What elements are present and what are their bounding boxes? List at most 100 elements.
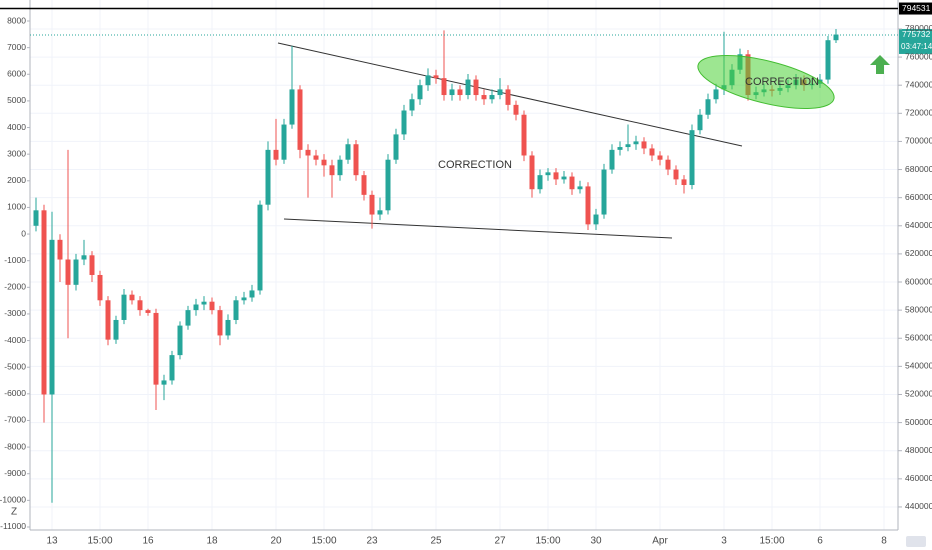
candle-body [409, 99, 415, 111]
y2-tick-label: 6000 [7, 69, 26, 79]
candle-body [201, 301, 207, 305]
candles [33, 28, 839, 503]
x-tick-label: 15:00 [535, 536, 560, 547]
candle-body [265, 149, 271, 205]
y-tick-label: 520000 [905, 389, 932, 399]
candle-body [289, 89, 295, 125]
candle-body [145, 310, 151, 313]
candle-body [825, 40, 831, 80]
scale-mode[interactable]: Z [11, 507, 17, 518]
annotation: CORRECTION [745, 76, 819, 88]
candle-body [481, 95, 487, 100]
x-tick-label: 16 [142, 536, 154, 547]
candle-body [57, 239, 63, 260]
candle-body [305, 149, 311, 156]
candle-body [713, 89, 719, 100]
y2-tick-label: -4000 [4, 335, 26, 345]
x-tick-label: 13 [46, 536, 58, 547]
price-line-tag [899, 2, 932, 15]
last-price-label: 775732 [902, 29, 931, 39]
candle-body [97, 274, 103, 301]
candle-body [225, 319, 231, 336]
y2-tick-label: 2000 [7, 175, 26, 185]
candle-body [113, 319, 119, 340]
candle-body [233, 300, 239, 320]
candle-body [529, 155, 535, 190]
candle-body [369, 194, 375, 215]
x-tick-label: Apr [652, 536, 668, 547]
candle-body [705, 99, 711, 115]
candle-body [249, 290, 255, 298]
y-tick-label: 660000 [905, 192, 932, 202]
candle-body [41, 210, 47, 395]
candle-body [273, 149, 279, 160]
last-price-tag [899, 28, 932, 54]
candle-body [329, 165, 335, 176]
candle-body [673, 169, 679, 180]
y2-tick-label: -9000 [4, 468, 26, 478]
candle-body [585, 186, 591, 225]
y2-tick-label: -1000 [4, 255, 26, 265]
candle-body [161, 380, 167, 385]
y-tick-label: 760000 [905, 51, 932, 61]
candle-body [49, 239, 55, 395]
candle-body [697, 114, 703, 131]
y2-tick-label: -2000 [4, 282, 26, 292]
candle-body [185, 310, 191, 326]
y2-tick-label: -7000 [4, 415, 26, 425]
x-tick-label: 23 [366, 536, 378, 547]
candle-body [65, 259, 71, 285]
y-tick-label: 700000 [905, 136, 932, 146]
y2-tick-label: -5000 [4, 361, 26, 371]
candle-body [681, 179, 687, 186]
y2-tick-label: -3000 [4, 308, 26, 318]
candle-body [321, 159, 327, 166]
candle-body [593, 214, 599, 225]
x-tick-label: 25 [430, 536, 442, 547]
candle-body [473, 79, 479, 96]
x-tick-label: 6 [817, 536, 823, 547]
candle-body [345, 144, 351, 160]
candle-body [105, 300, 111, 340]
candle-body [577, 186, 583, 190]
y-tick-label: 620000 [905, 248, 932, 258]
candle-body [377, 210, 383, 215]
y-tick-label: 720000 [905, 108, 932, 118]
candle-body [217, 310, 223, 336]
y2-tick-label: 1000 [7, 202, 26, 212]
logo [906, 536, 926, 547]
up-arrow [870, 55, 890, 74]
candle-body [665, 159, 671, 170]
y2-tick-label: -10000 [0, 495, 26, 505]
candle-body [497, 89, 503, 96]
price-line-label: 794531 [902, 3, 931, 13]
candle-body [353, 144, 359, 176]
candle-body [297, 89, 303, 150]
y-tick-label: 460000 [905, 473, 932, 483]
candle-body [441, 78, 447, 96]
candle-body [625, 144, 631, 148]
x-tick-label: 15:00 [311, 536, 336, 547]
y-tick-label: 640000 [905, 220, 932, 230]
candle-body [137, 300, 143, 311]
candle-body [521, 114, 527, 156]
candle-body [633, 141, 639, 145]
candle-body [121, 294, 127, 320]
candle-body [73, 259, 79, 285]
candle-body [313, 155, 319, 160]
y-tick-label: 440000 [905, 501, 932, 511]
candle-body [489, 95, 495, 100]
y-tick-label: 780000 [905, 23, 932, 33]
candle-body [337, 159, 343, 176]
y-tick-label: 740000 [905, 79, 932, 89]
candle-body [649, 148, 655, 156]
candle-body [609, 149, 615, 170]
x-tick-label: 18 [206, 536, 218, 547]
candle-body [601, 169, 607, 215]
candle-body [833, 34, 839, 41]
y-tick-label: 600000 [905, 276, 932, 286]
grid [30, 0, 898, 530]
candle-body [689, 130, 695, 186]
y-tick-label: 580000 [905, 304, 932, 314]
